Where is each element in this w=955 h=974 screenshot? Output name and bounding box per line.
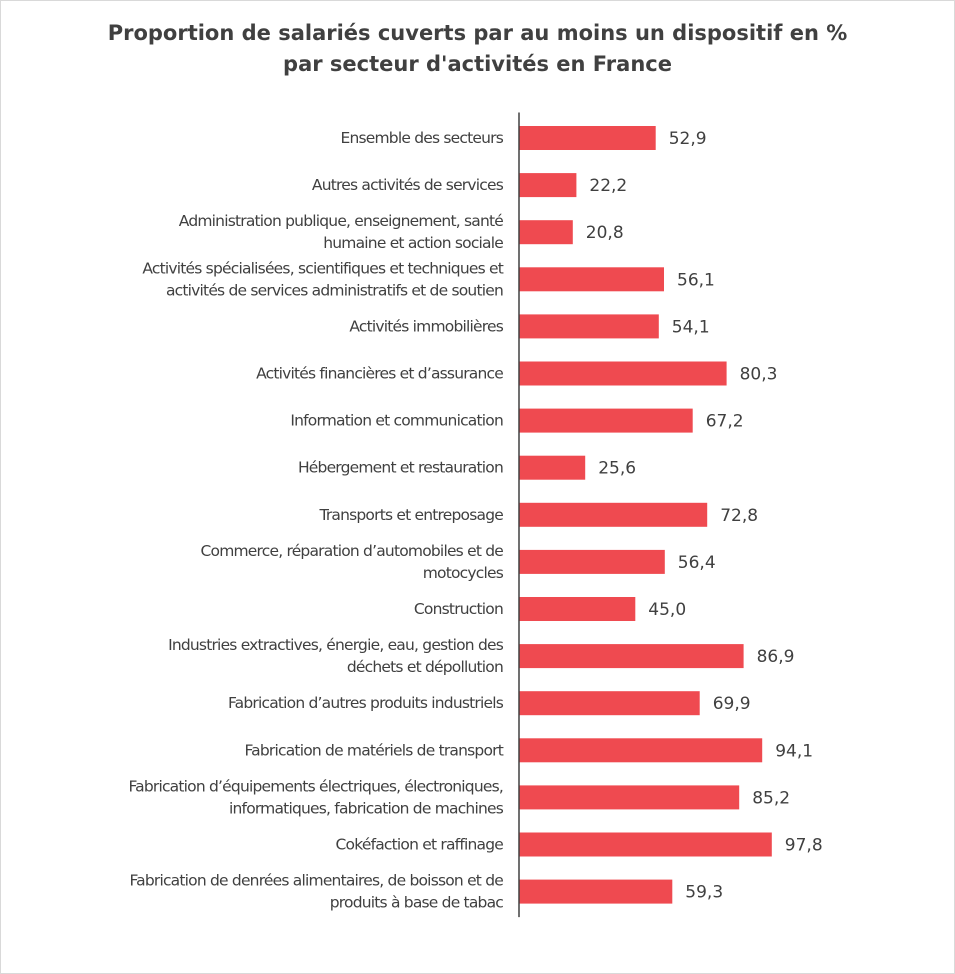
data-label: 97,8 <box>785 836 823 856</box>
data-label: 52,9 <box>669 129 707 149</box>
data-label: 72,8 <box>720 506 758 526</box>
category-label: Transports et entreposage <box>318 506 503 524</box>
category-label: Autres activités de services <box>312 176 504 194</box>
category-label: Ensemble des secteurs <box>340 129 503 147</box>
category-label: Hébergement et restauration <box>298 459 503 477</box>
category-label: motocycles <box>423 564 504 582</box>
category-label: Activités immobilières <box>349 317 503 335</box>
bar <box>519 502 708 527</box>
bar <box>519 267 664 292</box>
data-label: 94,1 <box>775 741 813 761</box>
bar <box>519 832 772 857</box>
data-label: 22,2 <box>589 176 627 196</box>
category-label: Fabrication de denrées alimentaires, de … <box>129 872 503 890</box>
chart-title-line-2: par secteur d'activités en France <box>283 52 672 76</box>
bar <box>519 879 673 904</box>
category-label: humaine et action sociale <box>323 234 503 252</box>
bar <box>519 126 656 150</box>
bar <box>519 691 700 716</box>
chart-title-line-1: Proportion de salariés cuverts par au mo… <box>107 21 848 45</box>
data-label: 85,2 <box>752 788 790 808</box>
data-label: 59,3 <box>685 883 723 903</box>
category-label: Industries extractives, énergie, eau, ge… <box>168 636 504 654</box>
bar <box>519 785 740 810</box>
category-label: Fabrication d’équipements électriques, é… <box>128 777 503 795</box>
data-label: 67,2 <box>706 412 744 432</box>
bar <box>519 455 586 480</box>
bar <box>519 408 693 433</box>
data-label: 69,9 <box>713 694 751 714</box>
category-label: Construction <box>414 600 503 618</box>
category-label: Activités spécialisées, scientifiques et… <box>142 259 503 277</box>
category-label: Fabrication de matériels de transport <box>244 741 503 759</box>
category-label: Cokéfaction et raffinage <box>336 836 504 854</box>
bar <box>519 361 727 386</box>
data-label: 45,0 <box>648 600 686 620</box>
category-label: Commerce, réparation d’automobiles et de <box>200 542 503 560</box>
category-label: Activités financières et d’assurance <box>256 365 503 383</box>
data-label: 80,3 <box>740 365 778 385</box>
chart-title: Proportion de salariés cuverts par au mo… <box>0 18 955 80</box>
data-label: 56,4 <box>678 553 716 573</box>
category-label: déchets et dépollution <box>347 658 503 676</box>
data-label: 56,1 <box>677 270 715 290</box>
bar <box>519 549 665 574</box>
category-label: produits à base de tabac <box>330 894 504 912</box>
data-label: 86,9 <box>757 647 795 667</box>
bar <box>519 597 636 621</box>
bar <box>519 220 573 245</box>
category-label: Administration publique, enseignement, s… <box>179 212 503 230</box>
data-label: 20,8 <box>586 223 624 243</box>
category-label: Information et communication <box>290 412 503 430</box>
bar <box>519 738 763 763</box>
bar <box>519 173 577 198</box>
data-label: 54,1 <box>672 317 710 337</box>
data-label: 25,6 <box>598 459 636 479</box>
bar <box>519 314 659 339</box>
category-label: informatiques, fabrication de machines <box>229 799 504 817</box>
bar <box>519 644 744 669</box>
category-label: activités de services administratifs et … <box>166 281 503 299</box>
category-label: Fabrication d’autres produits industriel… <box>228 694 504 712</box>
